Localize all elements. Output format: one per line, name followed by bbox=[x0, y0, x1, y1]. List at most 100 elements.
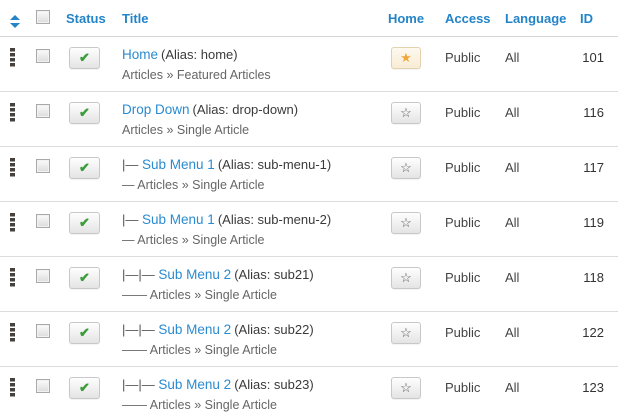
item-id: 116 bbox=[583, 105, 604, 120]
item-path: Articles » Featured Articles bbox=[122, 68, 271, 82]
item-id: 119 bbox=[583, 215, 604, 230]
menu-item-link[interactable]: Sub Menu 1 bbox=[142, 212, 215, 227]
item-path: — Articles » Single Article bbox=[122, 178, 265, 192]
drag-handle-icon[interactable] bbox=[10, 103, 15, 122]
home-toggle-button[interactable]: ☆ bbox=[391, 102, 421, 124]
status-published-button[interactable]: ✔ bbox=[69, 102, 100, 124]
column-header-id[interactable]: ID bbox=[580, 10, 593, 26]
indent-prefix: |— bbox=[122, 157, 142, 172]
drag-handle-icon[interactable] bbox=[10, 323, 15, 342]
check-icon: ✔ bbox=[79, 325, 90, 340]
star-icon: ☆ bbox=[400, 160, 412, 175]
status-published-button[interactable]: ✔ bbox=[69, 212, 100, 234]
home-toggle-button[interactable]: ☆ bbox=[391, 157, 421, 179]
row-checkbox[interactable] bbox=[36, 104, 50, 118]
row-checkbox[interactable] bbox=[36, 324, 50, 338]
status-published-button[interactable]: ✔ bbox=[69, 377, 100, 399]
access-level: Public bbox=[445, 50, 481, 65]
table-row: ✔ Home (Alias: home) Articles » Featured … bbox=[0, 37, 618, 92]
item-id: 123 bbox=[582, 380, 604, 395]
drag-handle-icon[interactable] bbox=[10, 268, 15, 287]
row-checkbox[interactable] bbox=[36, 49, 50, 63]
access-level: Public bbox=[445, 270, 481, 285]
alias-text: (Alias: sub21) bbox=[234, 267, 314, 282]
item-path: —— Articles » Single Article bbox=[122, 343, 277, 357]
table-row: ✔ |— Sub Menu 1 (Alias: sub-menu-1) — Art… bbox=[0, 147, 618, 202]
home-toggle-button[interactable]: ☆ bbox=[391, 267, 421, 289]
alias-text: (Alias: drop-down) bbox=[192, 102, 299, 117]
item-path: —— Articles » Single Article bbox=[122, 288, 277, 302]
menu-item-link[interactable]: Home bbox=[122, 47, 159, 62]
drag-handle-icon[interactable] bbox=[10, 48, 15, 67]
home-toggle-button[interactable]: ☆ bbox=[391, 377, 421, 399]
item-id: 101 bbox=[582, 50, 604, 65]
language-value: All bbox=[505, 105, 520, 120]
row-checkbox[interactable] bbox=[36, 214, 50, 228]
star-icon: ★ bbox=[400, 50, 412, 65]
sort-up-icon bbox=[10, 15, 20, 20]
ordering-header-cell bbox=[0, 8, 26, 28]
column-header-title[interactable]: Title bbox=[122, 10, 149, 26]
language-value: All bbox=[505, 160, 520, 175]
star-icon: ☆ bbox=[400, 215, 412, 230]
ordering-sort-icon[interactable] bbox=[10, 15, 20, 28]
check-icon: ✔ bbox=[79, 380, 90, 395]
check-icon: ✔ bbox=[79, 50, 90, 65]
status-published-button[interactable]: ✔ bbox=[69, 47, 100, 69]
star-icon: ☆ bbox=[400, 325, 412, 340]
language-value: All bbox=[505, 50, 520, 65]
indent-prefix: |—|— bbox=[122, 322, 159, 337]
alias-text: (Alias: home) bbox=[161, 47, 238, 62]
indent-prefix: |—|— bbox=[122, 377, 159, 392]
item-id: 117 bbox=[583, 160, 604, 175]
drag-handle-icon[interactable] bbox=[10, 378, 15, 397]
column-header-language[interactable]: Language bbox=[505, 10, 567, 26]
table-row: ✔ Drop Down (Alias: drop-down) Articles »… bbox=[0, 92, 618, 147]
alias-text: (Alias: sub22) bbox=[234, 322, 314, 337]
drag-handle-icon[interactable] bbox=[10, 158, 15, 177]
item-id: 118 bbox=[583, 270, 604, 285]
menu-item-link[interactable]: Sub Menu 2 bbox=[158, 267, 232, 282]
column-header-status[interactable]: Status bbox=[66, 10, 106, 26]
row-checkbox[interactable] bbox=[36, 379, 50, 393]
language-value: All bbox=[505, 380, 520, 395]
select-all-checkbox[interactable] bbox=[36, 9, 50, 24]
check-icon: ✔ bbox=[79, 270, 90, 285]
home-toggle-button[interactable]: ★ bbox=[391, 47, 421, 69]
access-level: Public bbox=[445, 215, 481, 230]
table-row: ✔ |—|— Sub Menu 2 (Alias: sub23) —— Artic… bbox=[0, 367, 618, 412]
row-checkbox[interactable] bbox=[36, 159, 50, 173]
item-path: — Articles » Single Article bbox=[122, 233, 265, 247]
item-path: —— Articles » Single Article bbox=[122, 398, 277, 412]
sort-down-icon bbox=[10, 23, 20, 28]
check-icon: ✔ bbox=[79, 160, 90, 175]
row-checkbox[interactable] bbox=[36, 269, 50, 283]
status-published-button[interactable]: ✔ bbox=[69, 267, 100, 289]
menu-item-link[interactable]: Sub Menu 2 bbox=[158, 322, 232, 337]
menu-item-link[interactable]: Sub Menu 2 bbox=[158, 377, 232, 392]
menu-item-link[interactable]: Sub Menu 1 bbox=[142, 157, 215, 172]
table-row: ✔ |—|— Sub Menu 2 (Alias: sub22) —— Artic… bbox=[0, 312, 618, 367]
alias-text: (Alias: sub-menu-2) bbox=[217, 212, 332, 227]
column-header-access[interactable]: Access bbox=[445, 10, 491, 26]
language-value: All bbox=[505, 325, 520, 340]
select-all-cell bbox=[26, 9, 56, 27]
star-icon: ☆ bbox=[400, 105, 412, 120]
column-header-home[interactable]: Home bbox=[387, 10, 425, 26]
item-id: 122 bbox=[582, 325, 604, 340]
language-value: All bbox=[505, 270, 520, 285]
indent-prefix: |—|— bbox=[122, 267, 159, 282]
menu-item-link[interactable]: Drop Down bbox=[122, 102, 190, 117]
status-published-button[interactable]: ✔ bbox=[69, 322, 100, 344]
home-toggle-button[interactable]: ☆ bbox=[391, 212, 421, 234]
indent-prefix: |— bbox=[122, 212, 142, 227]
table-row: ✔ |—|— Sub Menu 2 (Alias: sub21) —— Artic… bbox=[0, 257, 618, 312]
drag-handle-icon[interactable] bbox=[10, 213, 15, 232]
table-row: ✔ |— Sub Menu 1 (Alias: sub-menu-2) — Art… bbox=[0, 202, 618, 257]
status-published-button[interactable]: ✔ bbox=[69, 157, 100, 179]
home-toggle-button[interactable]: ☆ bbox=[391, 322, 421, 344]
star-icon: ☆ bbox=[400, 380, 412, 395]
language-value: All bbox=[505, 215, 520, 230]
access-level: Public bbox=[445, 160, 481, 175]
alias-text: (Alias: sub23) bbox=[234, 377, 314, 392]
